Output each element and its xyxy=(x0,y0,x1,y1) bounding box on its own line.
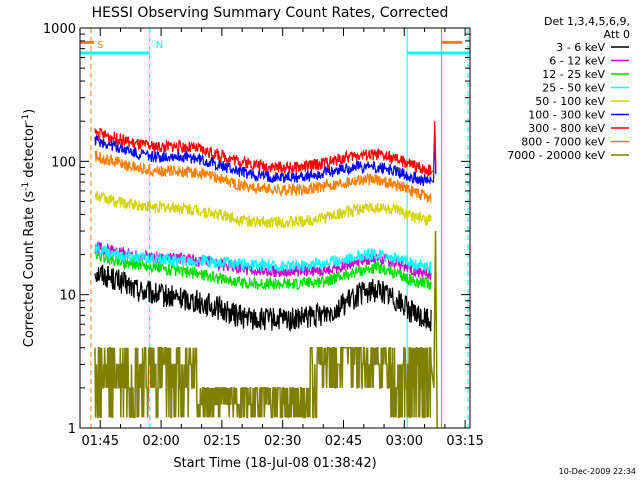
legend-label-2: 12 - 25 keV xyxy=(542,68,605,81)
y-axis-label: Corrected Count Rate (s-1 detector-1) xyxy=(21,109,37,347)
x-tick-label-5: 03:00 xyxy=(386,434,423,449)
x-tick-label-2: 02:15 xyxy=(203,434,240,449)
legend-label-5: 100 - 300 keV xyxy=(528,109,605,122)
y-tick-label-3: 1000 xyxy=(43,22,76,37)
series-line-300-800-kev xyxy=(94,121,437,176)
series-line-25-50-kev xyxy=(94,243,432,275)
series-line-100-300-kev xyxy=(94,133,437,187)
legend-label-1: 6 - 12 keV xyxy=(549,55,605,68)
x-axis-label: Start Time (18-Jul-08 01:38:42) xyxy=(173,456,376,471)
x-tick-label-1: 02:00 xyxy=(142,434,179,449)
legend-header-line2: Att 0 xyxy=(604,28,630,41)
x-tick-label-6: 03:15 xyxy=(446,434,483,449)
x-tick-label-3: 02:30 xyxy=(264,434,301,449)
legend-label-3: 25 - 50 keV xyxy=(542,82,605,95)
x-tick-label-0: 01:45 xyxy=(82,434,119,449)
legend-label-8: 7000 - 20000 keV xyxy=(507,149,605,162)
series-line-800-7000-kev xyxy=(94,150,432,203)
legend-label-7: 800 - 7000 keV xyxy=(521,136,605,149)
y-tick-label-1: 10 xyxy=(59,289,76,304)
y-tick-label-2: 100 xyxy=(51,155,76,170)
legend-label-4: 50 - 100 keV xyxy=(535,95,605,108)
chart-title: HESSI Observing Summary Count Rates, Cor… xyxy=(92,5,449,21)
series-line-7000-20000-kev xyxy=(94,231,438,429)
y-tick-label-0: 1 xyxy=(68,422,76,437)
series-layer xyxy=(94,121,438,429)
legend-label-6: 300 - 800 keV xyxy=(528,122,605,135)
marker-label-n: N xyxy=(156,40,163,51)
series-line-3-6-kev xyxy=(94,264,432,333)
series-line-50-100-kev xyxy=(94,191,432,229)
footer-timestamp: 10-Dec-2009 22:34 xyxy=(559,467,636,476)
plot-frame xyxy=(79,27,471,429)
legend-label-0: 3 - 6 keV xyxy=(556,41,605,54)
x-axis-ticks: 01:45 02:00 02:15 02:30 02:45 03:00 03:15 xyxy=(82,28,484,449)
marker-label-s: S xyxy=(97,40,103,51)
y-axis-ticks: 1 10 100 1000 xyxy=(43,22,470,437)
x-tick-label-4: 02:45 xyxy=(325,434,362,449)
legend-header-line1: Det 1,3,4,5,6,9, xyxy=(544,15,630,28)
